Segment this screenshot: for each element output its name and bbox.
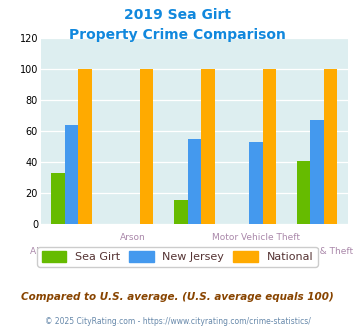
Text: Larceny & Theft: Larceny & Theft — [281, 248, 353, 256]
Bar — [249, 142, 263, 224]
Bar — [140, 69, 153, 224]
Bar — [310, 120, 324, 224]
Bar — [297, 161, 310, 224]
Text: 2019 Sea Girt: 2019 Sea Girt — [124, 8, 231, 22]
Bar — [78, 69, 92, 224]
Text: Motor Vehicle Theft: Motor Vehicle Theft — [212, 233, 300, 242]
Text: Compared to U.S. average. (U.S. average equals 100): Compared to U.S. average. (U.S. average … — [21, 292, 334, 302]
Text: Arson: Arson — [120, 233, 146, 242]
Bar — [263, 69, 276, 224]
Text: Burglary: Burglary — [175, 248, 214, 256]
Bar — [201, 69, 215, 224]
Bar — [324, 69, 338, 224]
Text: © 2025 CityRating.com - https://www.cityrating.com/crime-statistics/: © 2025 CityRating.com - https://www.city… — [45, 317, 310, 326]
Bar — [65, 125, 78, 224]
Text: All Property Crime: All Property Crime — [30, 248, 113, 256]
Bar — [51, 173, 65, 224]
Text: Property Crime Comparison: Property Crime Comparison — [69, 28, 286, 42]
Bar — [187, 139, 201, 224]
Legend: Sea Girt, New Jersey, National: Sea Girt, New Jersey, National — [37, 247, 318, 267]
Bar — [174, 200, 187, 224]
